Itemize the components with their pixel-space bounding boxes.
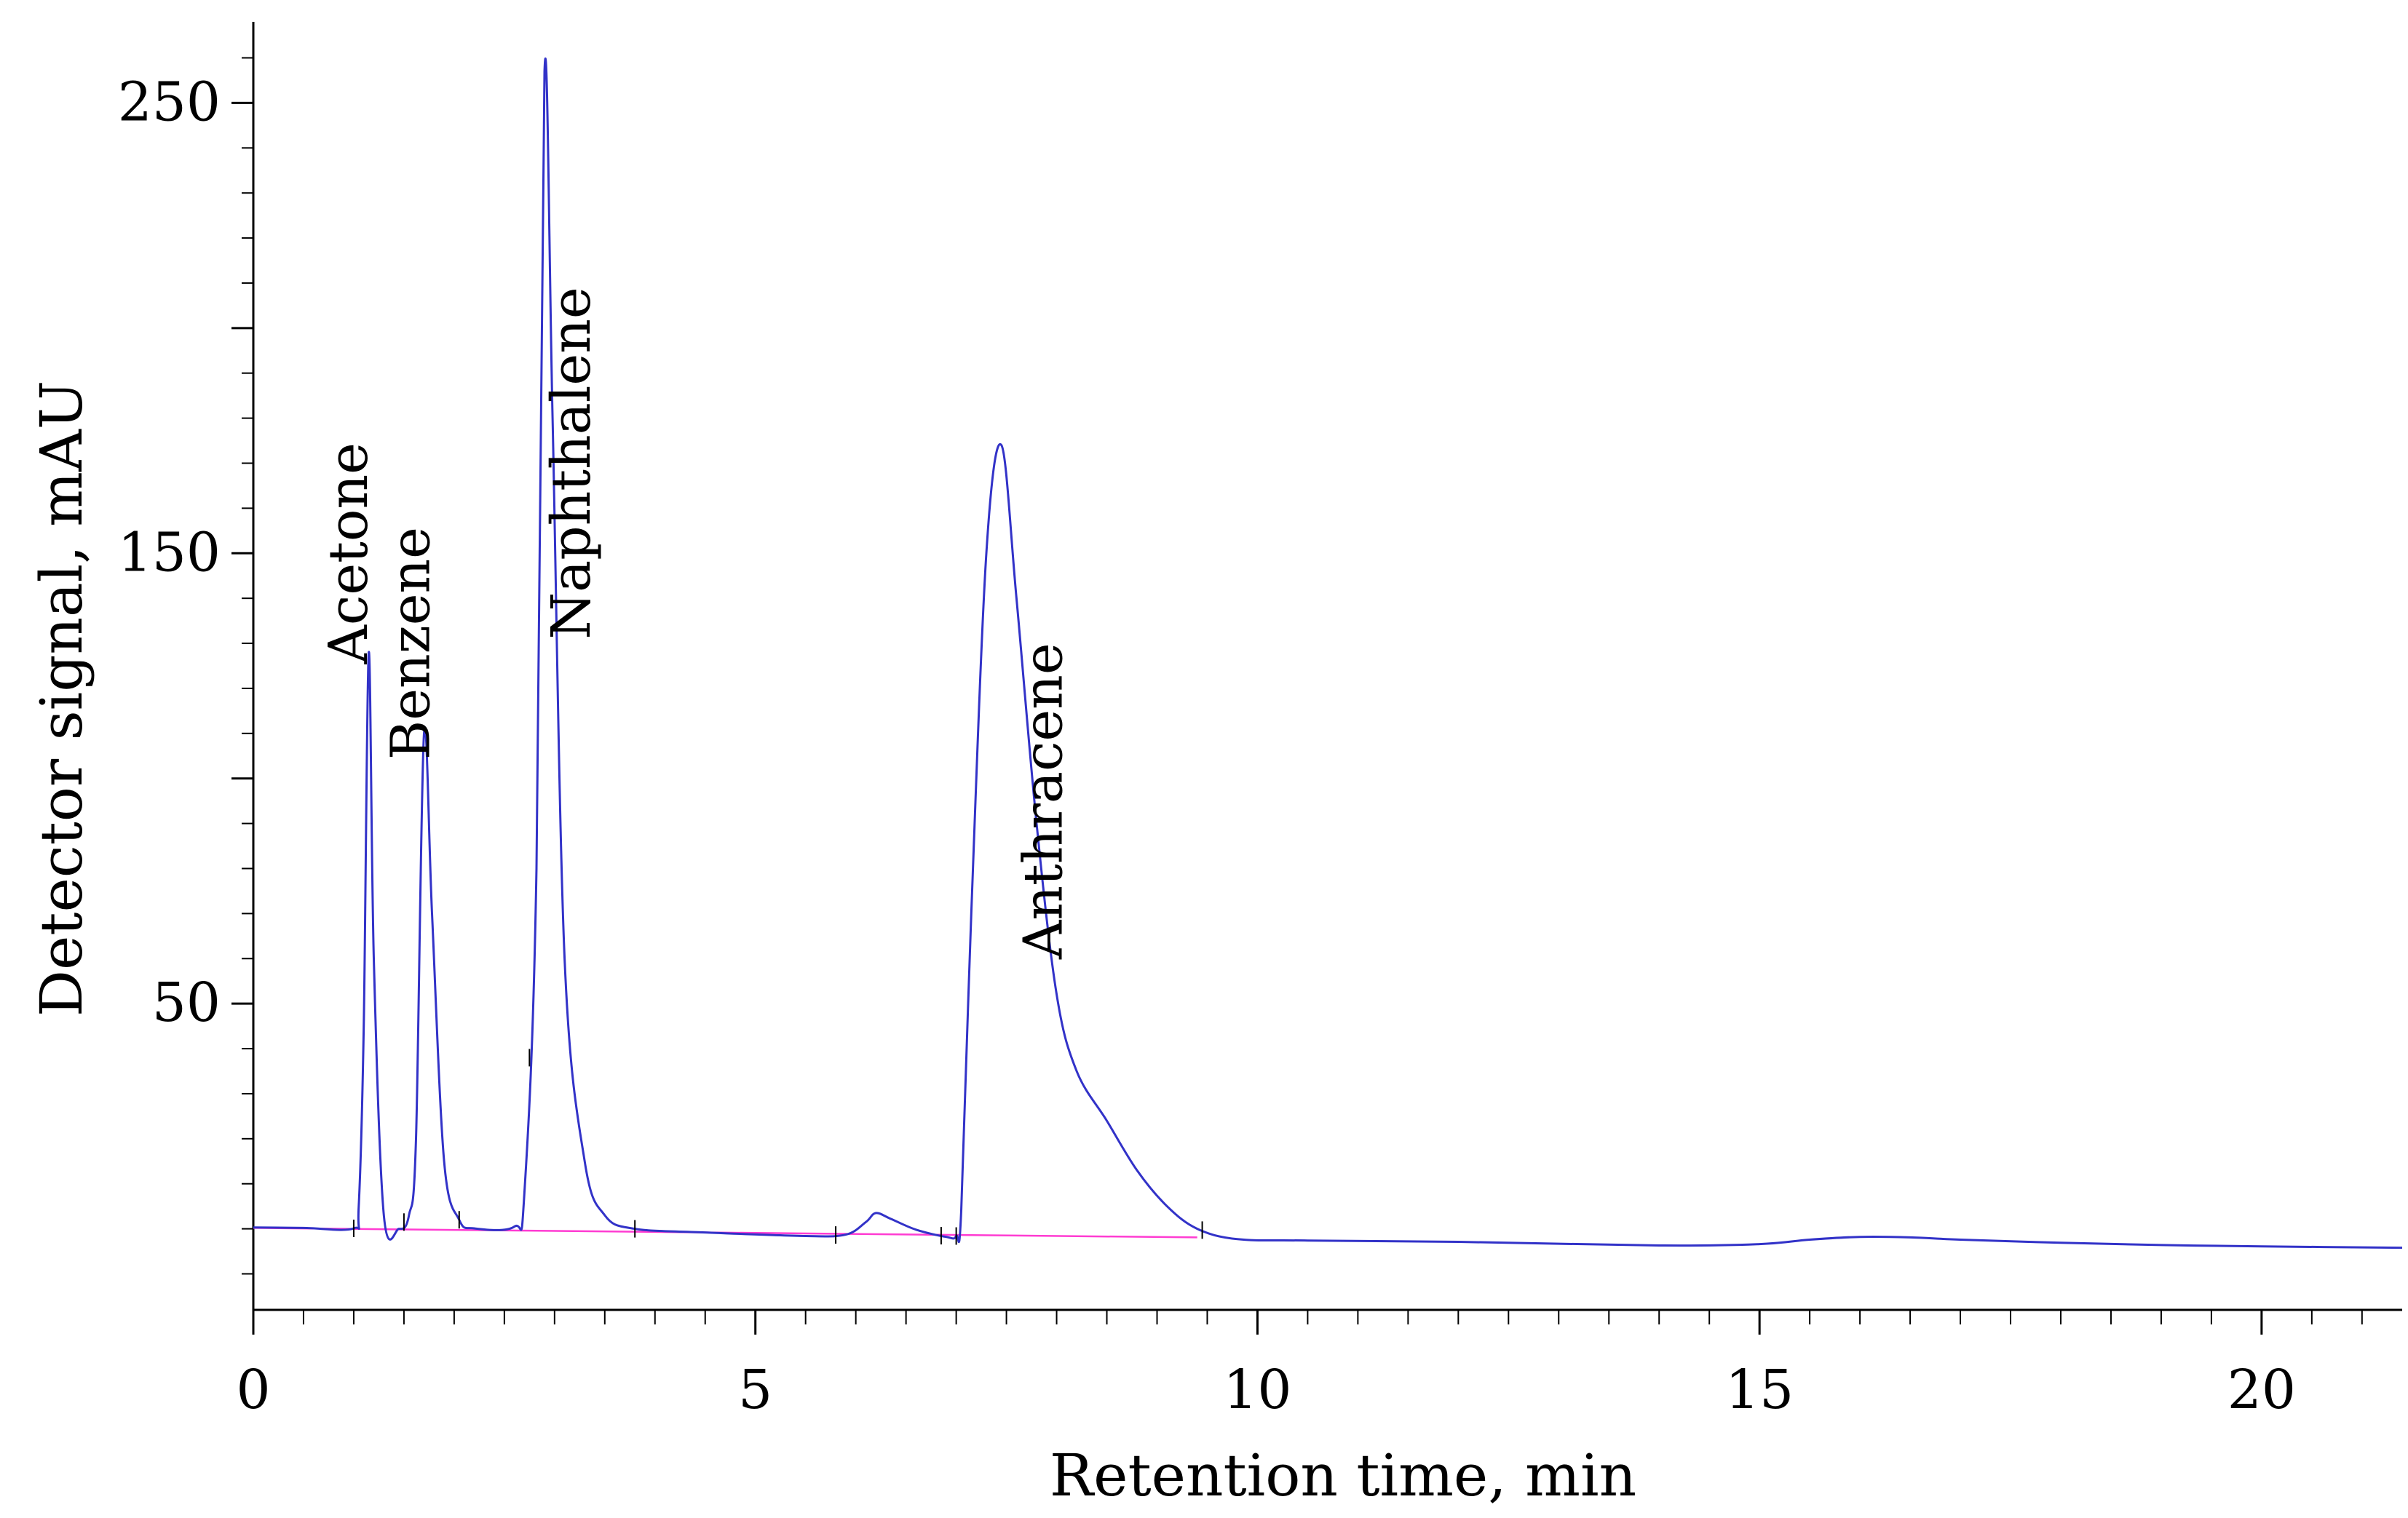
peak-label-acetone: Acetone xyxy=(317,442,380,664)
peak-annotations: Acetone Benzene Naphthalene Anthracene xyxy=(317,287,1075,960)
axes xyxy=(252,22,2402,1311)
peak-label-anthracene: Anthracene xyxy=(1012,643,1074,960)
y-tick-label: 50 xyxy=(152,971,221,1034)
x-tick-label: 15 xyxy=(1725,1359,1794,1421)
x-tick-label: 0 xyxy=(236,1359,270,1421)
y-tick-label: 150 xyxy=(118,521,221,584)
x-tick-label: 20 xyxy=(2227,1359,2296,1421)
y-tick-label: 250 xyxy=(118,71,221,133)
plot-area xyxy=(253,57,2403,1249)
peak-label-naphthalene: Naphthalene xyxy=(540,287,603,639)
y-axis-title: Detector signal, mAU xyxy=(28,381,95,1017)
x-ticks: 0 5 10 15 20 xyxy=(236,1310,2363,1421)
x-axis-title: Retention time, min xyxy=(1050,1442,1636,1509)
signal-series-line xyxy=(253,57,2403,1249)
x-tick-label: 10 xyxy=(1223,1359,1291,1421)
peak-label-benzene: Benzene xyxy=(379,527,442,760)
peak-markers xyxy=(352,1049,1203,1245)
y-ticks: 50 150 250 xyxy=(118,57,253,1275)
x-tick-label: 5 xyxy=(738,1359,772,1421)
